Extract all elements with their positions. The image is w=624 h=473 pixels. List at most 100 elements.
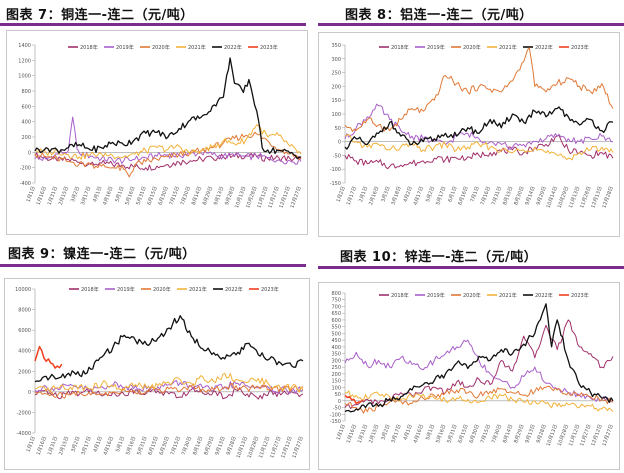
legend-entry: 2018年	[391, 44, 409, 51]
title-rule	[0, 23, 306, 26]
chart-title: 图表 9：镍连一-连二（元/吨）	[8, 247, 196, 262]
x-tick-label: 7月1日	[470, 186, 481, 203]
series-line-2018	[344, 319, 614, 410]
x-tick-label: 12月27日	[291, 436, 304, 459]
y-tick-label: 750	[331, 298, 341, 304]
series-line-2019	[344, 103, 613, 150]
y-tick-label: 8000	[18, 308, 31, 314]
x-tick-label: 2月15日	[58, 436, 70, 456]
y-tick-label: -50	[333, 153, 341, 159]
x-tick-label: 8月29日	[513, 424, 525, 444]
legend-entry: 2022年	[535, 44, 553, 51]
y-tick-label: 1000	[18, 74, 31, 80]
x-tick-label: 8月15日	[502, 186, 514, 206]
series-line-2023	[344, 394, 364, 405]
y-tick-label: 600	[331, 318, 341, 324]
x-tick-label: 7月15日	[480, 424, 492, 444]
legend-entry: 2020年	[153, 286, 171, 293]
y-tick-label: 6000	[18, 328, 31, 334]
y-tick-label: 300	[331, 358, 341, 364]
y-tick-label: 1200	[18, 58, 31, 64]
y-tick-label: 2000	[18, 369, 31, 375]
copper-spread-chart: -400-20002004006008001000120014001月1日1月1…	[18, 43, 303, 209]
y-tick-label: 500	[331, 331, 341, 337]
x-tick-label: 1月1日	[26, 436, 37, 453]
x-tick-label: 6月15日	[147, 436, 159, 456]
x-tick-label: 7月30日	[491, 424, 503, 444]
y-tick-label: 400	[21, 120, 31, 126]
legend-entry: 2021年	[188, 44, 206, 51]
legend-entry: 2020年	[463, 44, 481, 51]
chart-title: 图表 7：铜连一-连二（元/吨）	[6, 8, 194, 23]
x-tick-label: 8月29日	[203, 436, 215, 456]
x-tick-label: 5月17日	[435, 186, 447, 206]
y-tick-label: 800	[21, 89, 31, 95]
y-tick-label: 300	[331, 57, 341, 63]
series-line-2022	[344, 303, 614, 413]
x-tick-label: 6月30日	[469, 424, 481, 444]
series-line-2021	[34, 372, 304, 393]
x-tick-label: 4月1日	[403, 424, 414, 441]
x-tick-label: 7月31日	[491, 186, 503, 206]
y-tick-label: -50	[333, 406, 341, 412]
x-tick-label: 3月2日	[380, 424, 391, 441]
x-tick-label: 4月16日	[103, 436, 115, 456]
y-tick-label: 250	[331, 71, 341, 77]
title-rule	[318, 266, 624, 269]
x-tick-label: 3月17日	[80, 186, 92, 206]
x-tick-label: 9月13日	[524, 424, 536, 444]
y-tick-label: 150	[331, 98, 341, 104]
zinc-spread-chart: -150-100-5005010015020025030035040045050…	[330, 291, 615, 447]
x-tick-label: 8月14日	[502, 424, 514, 444]
x-tick-label: 3月3日	[380, 186, 391, 203]
series-line-2020	[344, 47, 614, 132]
x-tick-label: 2月15日	[58, 186, 70, 206]
x-tick-label: 6月30日	[159, 436, 171, 456]
legend-entry: 2022年	[225, 286, 243, 293]
y-tick-label: 350	[331, 352, 341, 358]
y-tick-label: 250	[331, 365, 341, 371]
x-tick-label: 2月16日	[368, 186, 380, 206]
x-tick-label: 5月1日	[425, 424, 436, 441]
series-line-2021	[344, 134, 614, 161]
series-line-2020	[344, 385, 614, 414]
x-tick-label: 5月31日	[446, 424, 458, 444]
x-tick-label: 4月1日	[93, 436, 104, 453]
x-tick-label: 5月16日	[125, 436, 137, 456]
y-tick-label: 0	[338, 399, 341, 405]
series-line-2019	[34, 379, 304, 394]
y-tick-label: 400	[331, 345, 341, 351]
legend-entry: 2019年	[427, 292, 445, 299]
aluminum-spread-chart: -150 -100 -50 0 50 100 150 200 250 300 350 1月2日1月17…	[330, 43, 615, 209]
series-line-2022	[344, 106, 614, 150]
x-tick-label: 1月1日	[26, 186, 37, 203]
x-tick-label: 12月27日	[289, 186, 302, 209]
x-tick-label: 5月2日	[425, 186, 436, 203]
legend-entry: 2018年	[80, 44, 98, 51]
y-tick-label: 350	[331, 43, 341, 49]
x-tick-label: 5月1日	[114, 186, 125, 203]
series-line-2019	[344, 339, 614, 403]
x-tick-label: 1月31日	[357, 424, 369, 444]
x-tick-label: 2月1日	[358, 186, 369, 203]
y-tick-label: 550	[331, 325, 341, 331]
x-tick-label: 3月18日	[390, 186, 402, 206]
x-tick-label: 3月2日	[70, 186, 81, 203]
x-tick-label: 6月1日	[447, 186, 458, 203]
x-tick-label: 4月16日	[413, 424, 425, 444]
x-tick-label: 12月28日	[601, 186, 614, 209]
y-tick-label: 0	[28, 390, 31, 396]
legend-entry: 2020年	[463, 292, 481, 299]
legend-entry: 2018年	[391, 292, 409, 299]
x-tick-label: 1月1日	[336, 424, 347, 441]
series-line-2022	[34, 57, 302, 160]
series-line-2020	[34, 383, 304, 399]
x-tick-label: 4月1日	[92, 186, 103, 203]
title-rule	[318, 23, 624, 26]
y-tick-label: -200	[20, 166, 31, 172]
series-line-2018	[344, 134, 614, 170]
x-tick-label: 1月16日	[36, 436, 48, 456]
y-tick-label: 100	[331, 112, 341, 118]
x-tick-label: 8月30日	[513, 186, 525, 206]
x-tick-label: 3月17日	[80, 436, 92, 456]
